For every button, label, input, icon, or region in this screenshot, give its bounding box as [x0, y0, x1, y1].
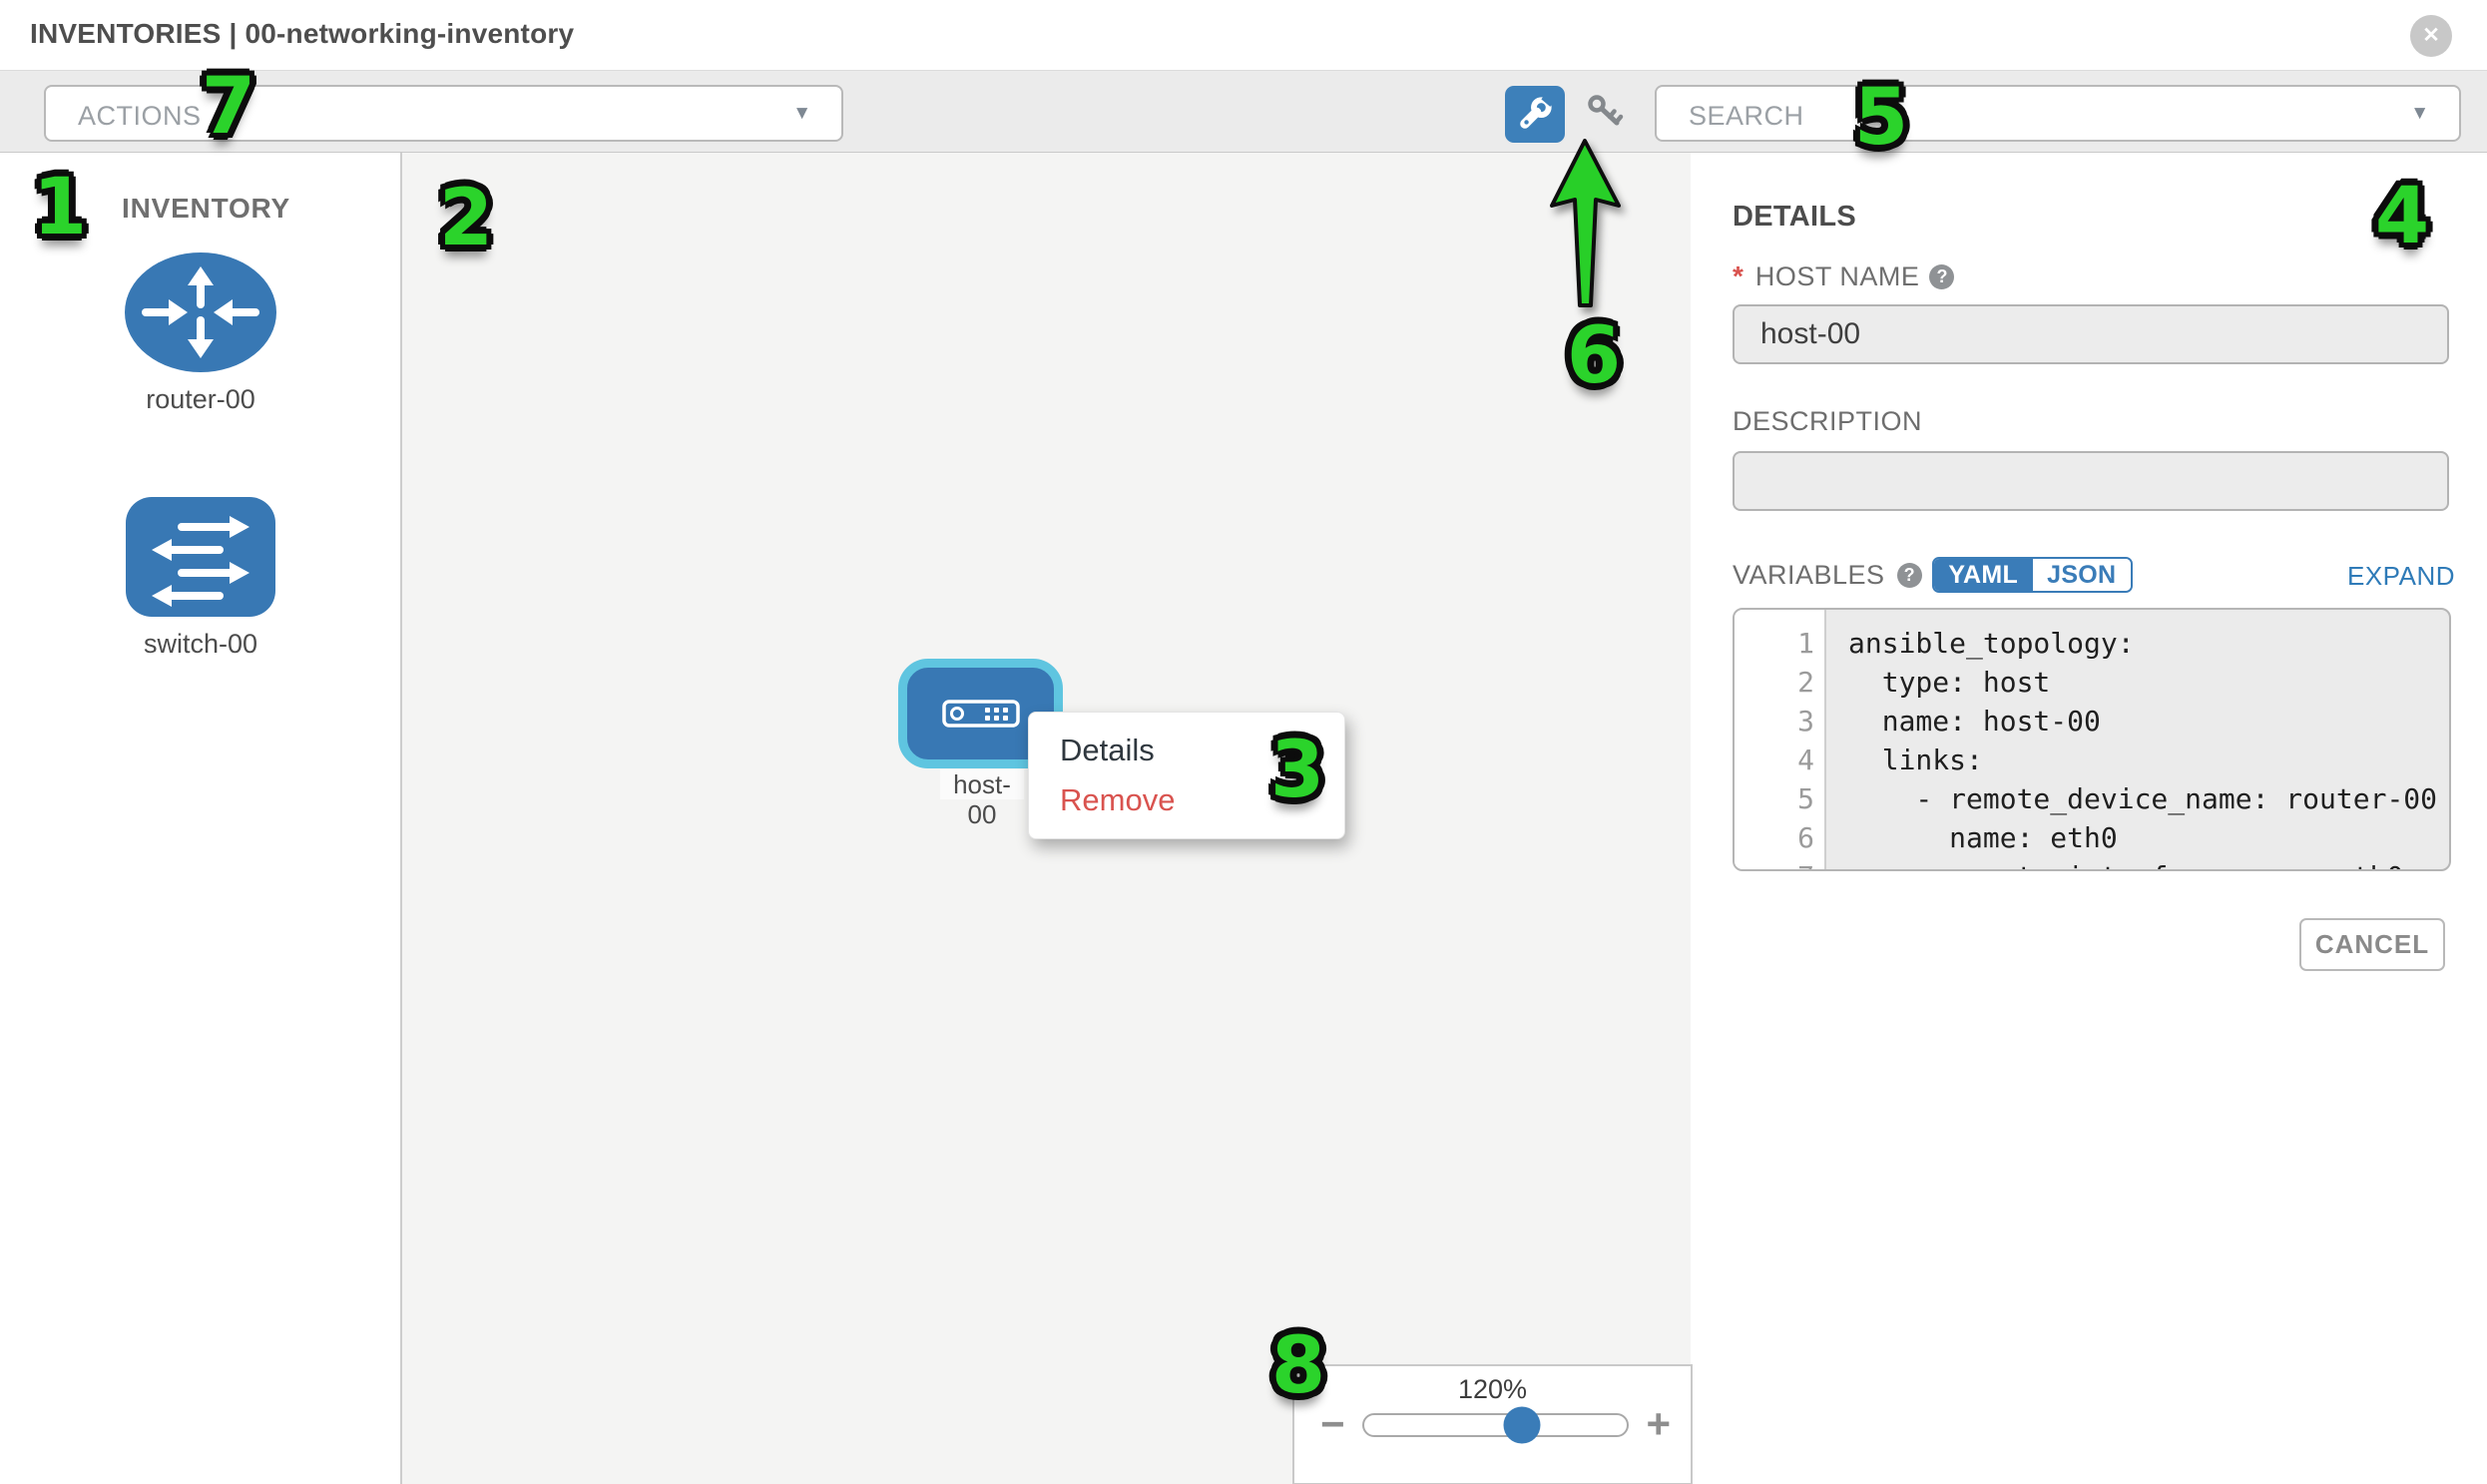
code-line: 1 ansible_topology: — [1797, 627, 2135, 660]
search-dropdown[interactable]: SEARCH ▼ — [1655, 85, 2461, 142]
palette-item-label: switch-00 — [143, 629, 258, 659]
plus-icon: + — [1646, 1400, 1671, 1447]
help-icon[interactable]: ? — [1896, 563, 1922, 588]
zoom-in-button[interactable]: + — [1646, 1394, 1671, 1454]
yaml-toggle-button[interactable]: YAML — [1934, 559, 2033, 591]
description-input[interactable] — [1733, 451, 2449, 511]
code-line: 5 - remote_device_name: router-00 — [1797, 782, 2438, 815]
variables-editor[interactable]: 1 ansible_topology: 2 type: host 3 name: … — [1733, 608, 2451, 871]
variables-label: VARIABLES — [1733, 560, 1885, 590]
context-menu-item-remove[interactable]: Remove — [1060, 782, 1176, 817]
close-button[interactable]: ✕ — [2410, 15, 2452, 57]
code-line: 6 name: eth0 — [1797, 821, 2118, 854]
variables-row: VARIABLES ? YAML JSON EXPAND — [1733, 557, 2455, 593]
chevron-down-icon: ▼ — [792, 103, 811, 124]
close-icon: ✕ — [2422, 24, 2440, 47]
details-panel: DETAILS * HOST NAME ? DESCRIPTION VARIAB… — [1691, 153, 2487, 1484]
code-line: 7 remote_interface_name: eth0 — [1735, 857, 2449, 869]
credentials-key-button[interactable] — [1582, 93, 1628, 137]
zoom-out-button[interactable]: − — [1320, 1394, 1345, 1454]
key-icon — [1588, 95, 1624, 126]
host-icon — [941, 700, 1020, 728]
description-label: DESCRIPTION — [1733, 406, 1923, 436]
actions-dropdown-label: ACTIONS — [78, 101, 202, 131]
host-name-input[interactable] — [1733, 304, 2449, 364]
required-asterisk: * — [1733, 260, 1743, 291]
switch-icon — [126, 497, 275, 617]
page-title: INVENTORIES | 00-networking-inventory — [30, 18, 575, 49]
actions-dropdown[interactable]: ACTIONS ▼ — [44, 85, 843, 142]
sidebar-title: INVENTORY — [122, 193, 291, 224]
editor-gutter — [1735, 610, 1826, 869]
zoom-slider-handle[interactable] — [1503, 1406, 1541, 1444]
code-line: 4 links: — [1797, 743, 1983, 776]
host-name-label: HOST NAME — [1754, 260, 1920, 291]
chevron-down-icon: ▼ — [2410, 103, 2429, 124]
code-line: 3 name: host-00 — [1797, 705, 2101, 738]
topology-canvas[interactable]: host-00 Details Remove 120% − + — [402, 153, 1693, 1484]
host-node-label: host-00 — [940, 769, 1024, 829]
toolbar: ACTIONS ▼ SEARCH ▼ — [0, 71, 2487, 153]
cancel-button[interactable]: CANCEL — [2299, 918, 2445, 971]
palette-item-router[interactable]: router-00 — [101, 252, 300, 415]
zoom-slider[interactable] — [1362, 1406, 1629, 1444]
router-icon — [125, 252, 276, 372]
help-icon[interactable]: ? — [1929, 263, 1955, 289]
format-toggle: YAML JSON — [1932, 557, 2133, 593]
wrench-icon — [1520, 95, 1554, 129]
details-panel-title: DETAILS — [1733, 201, 1857, 233]
search-dropdown-label: SEARCH — [1689, 101, 1804, 131]
inventory-sidebar: INVENTORY router-00 — [0, 153, 402, 1484]
palette-item-label: router-00 — [146, 384, 255, 414]
minus-icon: − — [1320, 1400, 1345, 1447]
title-bar: INVENTORIES | 00-networking-inventory ✕ — [0, 0, 2487, 71]
zoom-level-value: 120% — [1457, 1374, 1528, 1404]
zoom-panel: 120% − + — [1292, 1364, 1693, 1484]
expand-link[interactable]: EXPAND — [2347, 561, 2455, 591]
palette-item-switch[interactable]: switch-00 — [101, 497, 300, 660]
host-name-label-row: * HOST NAME ? — [1733, 260, 1955, 292]
context-menu: Details Remove — [1028, 712, 1345, 839]
json-toggle-button[interactable]: JSON — [2032, 559, 2131, 591]
code-line: 2 type: host — [1797, 666, 2051, 699]
tools-button[interactable] — [1505, 86, 1565, 143]
description-label-row: DESCRIPTION — [1733, 406, 1922, 437]
context-menu-item-details[interactable]: Details — [1060, 733, 1155, 767]
